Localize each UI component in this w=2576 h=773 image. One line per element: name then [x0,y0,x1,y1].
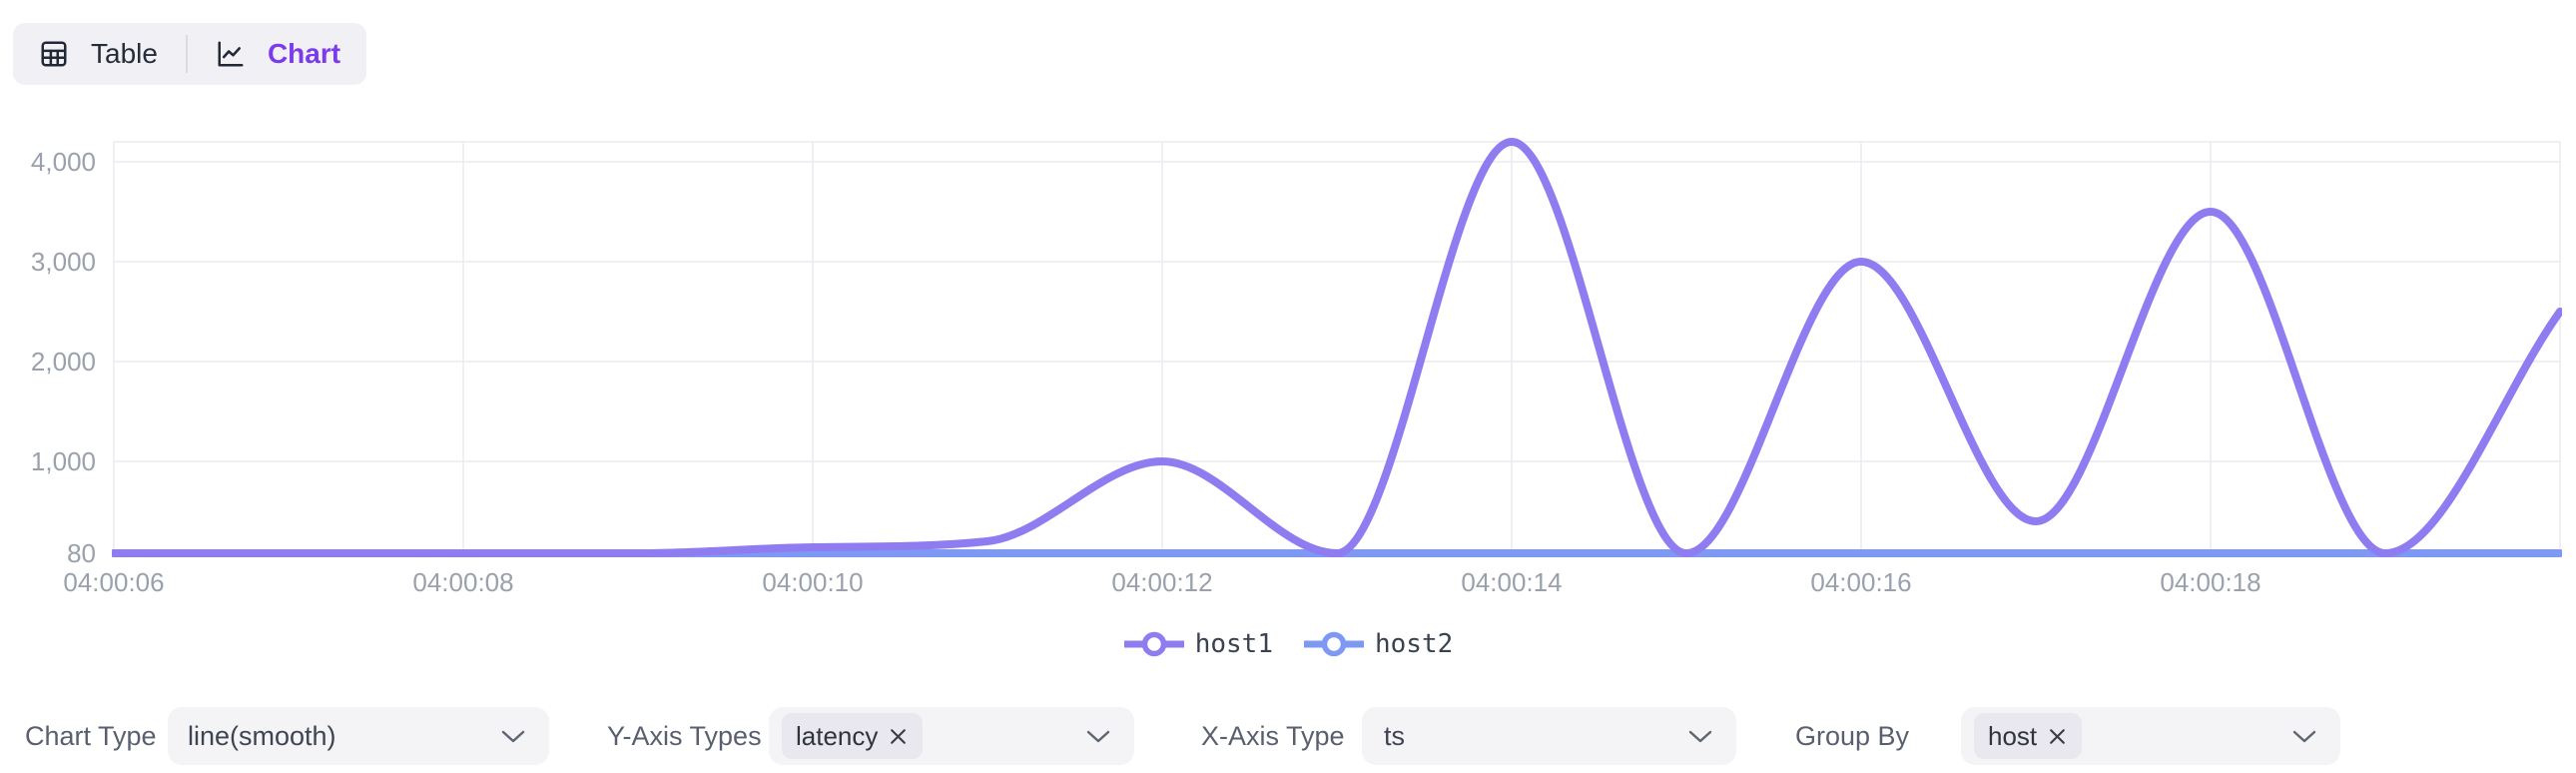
controls-bar: Chart Type line(smooth) Y-Axis Types lat… [0,699,2576,773]
legend-item-host2[interactable]: host2 [1303,629,1453,659]
chart-canvas[interactable] [0,0,2576,699]
chevron-down-icon [501,730,525,748]
y-axis-tick-label: 4,000 [30,147,96,177]
chart-view-label: Chart [267,38,341,69]
x-axis-type-label: X-Axis Type [1201,720,1345,751]
table-view-button[interactable]: Table [39,23,158,85]
remove-tag-icon[interactable] [888,726,909,747]
y-axis-tick-label: 80 [67,538,96,568]
legend-marker-icon [1304,631,1364,657]
host1-line [112,138,2562,557]
table-view-label: Table [91,38,158,69]
x-axis-tick-label: 04:00:10 [762,567,864,597]
y-axis-tick-label: 2,000 [30,347,96,377]
chart[interactable]: 80 1,000 2,000 3,000 4,000 04:00:06 04:00:08 0… [0,0,2576,699]
toggle-divider [185,35,188,73]
legend-item-host1[interactable]: host1 [1123,629,1273,659]
chart-type-control: Chart Type line(smooth) [25,699,549,773]
view-toggle: Table Chart [13,23,367,85]
chart-type-dropdown[interactable]: line(smooth) [168,707,549,765]
legend-marker-icon [1123,631,1184,657]
y-axis-tag-text: latency [796,720,879,751]
y-axis-tag-latency: latency [782,713,924,759]
group-by-tag-text: host [1988,720,2038,751]
x-axis-tick-label: 04:00:14 [1461,567,1563,597]
y-axis-types-control: Y-Axis Types latency [607,699,1134,773]
chart-type-label: Chart Type [25,720,157,751]
x-axis-tick-label: 04:00:18 [2160,567,2261,597]
x-axis-type-dropdown[interactable]: ts [1362,707,1736,765]
x-axis-tick-label: 04:00:12 [1111,567,1213,597]
y-axis-types-dropdown[interactable]: latency [769,707,1134,765]
table-icon [39,39,69,69]
group-by-tag-host: host [1974,713,2083,759]
group-by-dropdown[interactable]: host [1961,707,2340,765]
legend-label: host2 [1375,629,1454,659]
x-axis-tick-label: 04:00:16 [1810,567,1912,597]
y-axis-tick-label: 3,000 [30,247,96,277]
chart-type-value: line(smooth) [188,720,336,751]
x-axis-tick-label: 04:00:08 [412,567,514,597]
line-chart-icon [216,39,246,69]
y-axis-tick-label: 1,000 [30,446,96,476]
chevron-down-icon [2292,730,2316,748]
x-axis-type-control: X-Axis Type ts [1201,699,1736,773]
chart-view-button[interactable]: Chart [216,23,340,85]
x-axis-tick-label: 04:00:06 [63,567,165,597]
remove-tag-icon[interactable] [2047,726,2068,747]
group-by-control: Group By host [1795,699,2340,773]
x-axis-type-value: ts [1384,720,1406,751]
chevron-down-icon [1688,730,1712,748]
legend-label: host1 [1194,629,1273,659]
chart-legend: host1 host2 [0,621,2576,667]
group-by-label: Group By [1795,720,1910,751]
chevron-down-icon [1086,730,1110,748]
y-axis-types-label: Y-Axis Types [607,720,762,751]
